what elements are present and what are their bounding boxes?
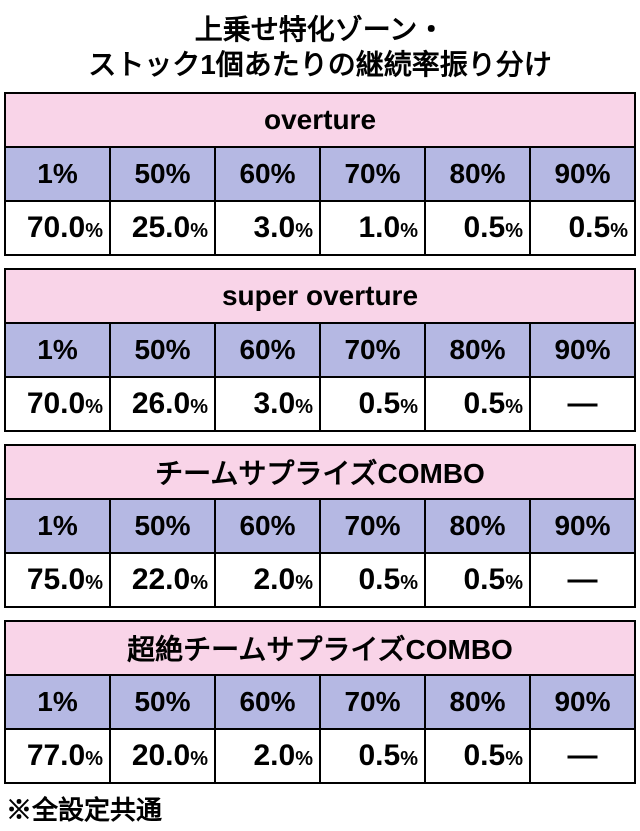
spacer xyxy=(5,255,635,269)
percent-header: 50% xyxy=(110,323,215,377)
value-cell: 0.5% xyxy=(425,377,530,431)
percent-header: 80% xyxy=(425,147,530,201)
table-container: 上乗せ特化ゾーン・ ストック1個あたりの継続率振り分け overture1%50… xyxy=(0,0,640,831)
percent-header: 60% xyxy=(215,147,320,201)
percent-header: 80% xyxy=(425,675,530,729)
percent-header: 1% xyxy=(5,323,110,377)
value-cell: 2.0% xyxy=(215,729,320,783)
value-cell: 70.0% xyxy=(5,377,110,431)
value-cell: 0.5% xyxy=(425,201,530,255)
value-cell: 0.5% xyxy=(425,553,530,607)
percent-header: 1% xyxy=(5,675,110,729)
distribution-table: overture1%50%60%70%80%90%70.0%25.0%3.0%1… xyxy=(4,92,636,784)
value-cell: 3.0% xyxy=(215,201,320,255)
value-cell: 0.5% xyxy=(425,729,530,783)
percent-header: 1% xyxy=(5,147,110,201)
value-cell: 70.0% xyxy=(5,201,110,255)
value-cell: 22.0% xyxy=(110,553,215,607)
value-cell: 0.5% xyxy=(320,553,425,607)
percent-header: 80% xyxy=(425,499,530,553)
value-cell: 25.0% xyxy=(110,201,215,255)
section-header: super overture xyxy=(5,269,635,323)
percent-header: 90% xyxy=(530,499,635,553)
title-line-1: 上乗せ特化ゾーン・ xyxy=(195,14,446,45)
percent-header: 50% xyxy=(110,147,215,201)
section-header: 超絶チームサプライズCOMBO xyxy=(5,621,635,675)
percent-header: 60% xyxy=(215,675,320,729)
percent-header: 80% xyxy=(425,323,530,377)
title-line-2: ストック1個あたりの継続率振り分け xyxy=(88,49,552,80)
spacer xyxy=(5,431,635,445)
section-header: チームサプライズCOMBO xyxy=(5,445,635,499)
percent-header: 90% xyxy=(530,323,635,377)
value-cell: — xyxy=(530,729,635,783)
spacer xyxy=(5,607,635,621)
page-title: 上乗せ特化ゾーン・ ストック1個あたりの継続率振り分け xyxy=(4,4,636,92)
value-cell: 1.0% xyxy=(320,201,425,255)
percent-header: 60% xyxy=(215,323,320,377)
value-cell: 20.0% xyxy=(110,729,215,783)
percent-header: 70% xyxy=(320,323,425,377)
percent-header: 90% xyxy=(530,675,635,729)
footnote: ※全設定共通 xyxy=(4,784,636,827)
percent-header: 1% xyxy=(5,499,110,553)
value-cell: 0.5% xyxy=(320,729,425,783)
percent-header: 50% xyxy=(110,499,215,553)
percent-header: 70% xyxy=(320,675,425,729)
value-cell: 77.0% xyxy=(5,729,110,783)
percent-header: 90% xyxy=(530,147,635,201)
percent-header: 60% xyxy=(215,499,320,553)
value-cell: — xyxy=(530,553,635,607)
value-cell: 26.0% xyxy=(110,377,215,431)
percent-header: 50% xyxy=(110,675,215,729)
value-cell: 2.0% xyxy=(215,553,320,607)
value-cell: 3.0% xyxy=(215,377,320,431)
percent-header: 70% xyxy=(320,499,425,553)
section-header: overture xyxy=(5,93,635,147)
value-cell: 0.5% xyxy=(320,377,425,431)
value-cell: 0.5% xyxy=(530,201,635,255)
percent-header: 70% xyxy=(320,147,425,201)
value-cell: — xyxy=(530,377,635,431)
value-cell: 75.0% xyxy=(5,553,110,607)
